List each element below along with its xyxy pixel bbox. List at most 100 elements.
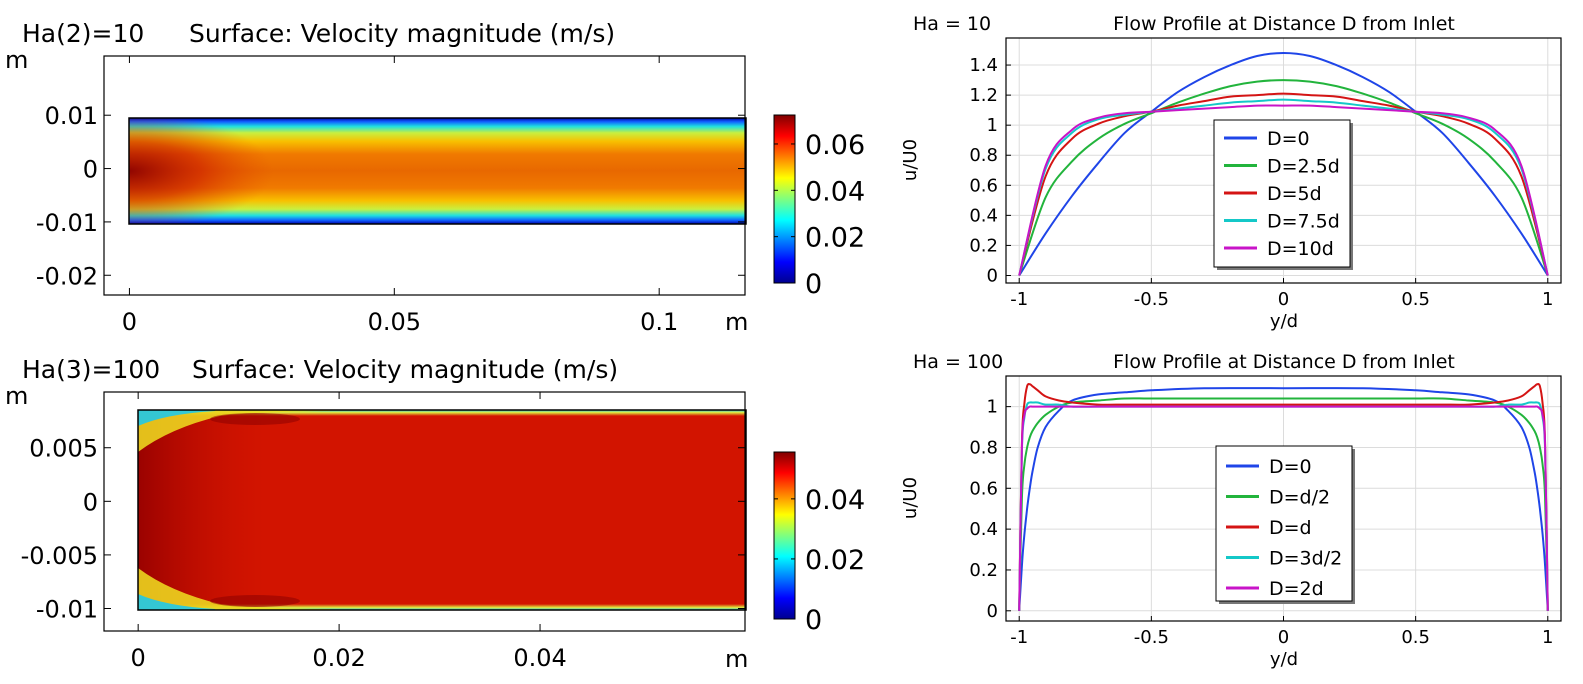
x-tick-label: 0.5 xyxy=(1401,627,1430,648)
x-axis-unit: m xyxy=(725,645,748,673)
inlet-core-region xyxy=(129,118,449,224)
colorbar xyxy=(773,451,796,620)
axes-frame xyxy=(103,391,746,632)
inlet-core-region xyxy=(138,410,268,610)
y-tick-label: 0 xyxy=(83,156,98,184)
surface-title: Surface: Velocity magnitude (m/s) xyxy=(192,355,618,384)
x-tick-label: -0.5 xyxy=(1134,289,1169,310)
surface-title-prefix: Ha(3)=100 xyxy=(22,355,160,384)
y-tick-label: 0.005 xyxy=(29,435,98,463)
y-tick-label: -0.01 xyxy=(36,209,98,237)
y-axis-unit: m xyxy=(5,382,28,410)
legend-label: D=0 xyxy=(1267,128,1310,150)
legend-label: D=0 xyxy=(1269,456,1312,478)
x-tick-label: 0.02 xyxy=(312,644,365,672)
legend-label: D=d/2 xyxy=(1269,487,1330,509)
x-tick-label: 0.04 xyxy=(513,644,566,672)
series-line xyxy=(1018,397,1549,611)
x-tick-label: 0.05 xyxy=(368,308,421,336)
x-tick-label: 0.1 xyxy=(640,308,678,336)
surface-plot-ha100: Ha(3)=100 Surface: Velocity magnitude (m… xyxy=(5,355,865,673)
colorbar-tick-label: 0.04 xyxy=(805,176,865,207)
line-plot-ha100: Ha = 100 Flow Profile at Distance D from… xyxy=(900,351,1562,670)
x-tick-label: 1 xyxy=(1542,289,1553,310)
legend-label: D=10d xyxy=(1267,238,1334,260)
colorbar-ticks: 0 0.02 0.04 xyxy=(774,485,865,636)
y-tick-label: 0.4 xyxy=(969,519,998,540)
surface-plot-ha10: Ha(2)=10 Surface: Velocity magnitude (m/… xyxy=(5,19,865,336)
y-tick-label: 1 xyxy=(987,115,998,136)
y-axis-label: u/U0 xyxy=(900,477,921,519)
colorbar-tick-label: 0.04 xyxy=(805,485,865,516)
series-line xyxy=(1018,51,1549,277)
legend: D=0 D=2.5d D=5d D=7.5d D=10d xyxy=(1213,119,1353,270)
x-tick-label: -0.5 xyxy=(1134,627,1169,648)
x-tick-label: -1 xyxy=(1010,627,1028,648)
y-tick-label: -0.02 xyxy=(36,262,98,290)
legend-label: D=3d/2 xyxy=(1269,548,1342,570)
colorbar-tick-label: 0.02 xyxy=(805,545,865,576)
legend-label: D=2d xyxy=(1269,578,1324,600)
series-line xyxy=(1018,104,1549,276)
legend-label: D=5d xyxy=(1267,183,1322,205)
y-tick-label: 0 xyxy=(987,601,998,622)
x-tick-label: 0.5 xyxy=(1401,289,1430,310)
corner-label: Ha = 10 xyxy=(913,13,991,35)
y-tick-label: -0.01 xyxy=(36,595,98,623)
x-axis-label: y/d xyxy=(1270,649,1298,670)
x-tick-label: -1 xyxy=(1010,289,1028,310)
y-tick-label: 0.8 xyxy=(969,437,998,458)
colorbar-tick-label: 0.02 xyxy=(805,223,865,254)
colorbar xyxy=(773,114,796,284)
series-line xyxy=(1018,79,1549,276)
y-tick-label: -0.005 xyxy=(21,542,98,570)
series-line xyxy=(1018,98,1549,276)
plot-title: Flow Profile at Distance D from Inlet xyxy=(1113,351,1455,373)
y-tick-label: 0.8 xyxy=(969,145,998,166)
plot-area: -1 -0.5 0 0.5 1 0 0.2 0.4 0.6 0.8 1 1.2 1.4 xyxy=(969,38,1561,310)
axes-frame xyxy=(103,55,746,296)
y-tick-label: 1.4 xyxy=(969,55,998,76)
plot-area: -1 -0.5 0 0.5 1 0 0.2 0.4 0.6 0.8 1 xyxy=(969,376,1561,648)
y-tick-label: 0.6 xyxy=(969,175,998,196)
entrance-boundary-layers xyxy=(138,410,330,610)
colorbar-tick-label: 0 xyxy=(805,605,822,636)
series-line xyxy=(1018,405,1549,611)
channel-outline xyxy=(128,117,747,225)
x-tick-label: 0 xyxy=(1278,627,1289,648)
legend-label: D=2.5d xyxy=(1267,156,1340,178)
y-tick-label: 1.2 xyxy=(969,85,998,106)
plot-frame xyxy=(1005,37,1562,284)
x-tick-label: 0 xyxy=(1278,289,1289,310)
colorbar-tick-label: 0.06 xyxy=(805,130,865,161)
surface-title: Surface: Velocity magnitude (m/s) xyxy=(189,19,615,48)
colorbar-tick-label: 0 xyxy=(805,269,822,300)
y-axis-unit: m xyxy=(5,46,28,74)
y-tick-label: 0.2 xyxy=(969,560,998,581)
y-tick-label: 0.4 xyxy=(969,205,998,226)
axes-ticks: 0 0.05 0.1 0.01 0 -0.01 -0.02 xyxy=(36,56,745,336)
series-line xyxy=(1018,92,1549,276)
y-tick-label: 1 xyxy=(987,397,998,418)
x-axis-unit: m xyxy=(725,308,748,336)
surface-title-prefix: Ha(2)=10 xyxy=(22,19,144,48)
y-tick-label: 0 xyxy=(83,488,98,516)
colorbar-ticks: 0 0.02 0.04 0.06 xyxy=(774,130,865,300)
x-tick-label: 0 xyxy=(131,644,146,672)
y-tick-label: 0.01 xyxy=(45,102,98,130)
channel-outline xyxy=(137,409,747,611)
legend: D=0 D=d/2 D=d D=3d/2 D=2d xyxy=(1215,445,1355,604)
y-tick-label: 0.6 xyxy=(969,478,998,499)
legend-label: D=7.5d xyxy=(1267,211,1340,233)
y-tick-label: 0 xyxy=(987,265,998,286)
legend-label: D=d xyxy=(1269,517,1312,539)
x-tick-label: 0 xyxy=(122,308,137,336)
y-tick-label: 0.2 xyxy=(969,235,998,256)
x-axis-label: y/d xyxy=(1270,311,1298,332)
y-axis-label: u/U0 xyxy=(900,139,921,181)
line-plot-ha10: Ha = 10 Flow Profile at Distance D from … xyxy=(900,13,1562,332)
x-tick-label: 1 xyxy=(1542,627,1553,648)
plot-title: Flow Profile at Distance D from Inlet xyxy=(1113,13,1455,35)
corner-label: Ha = 100 xyxy=(913,351,1003,373)
